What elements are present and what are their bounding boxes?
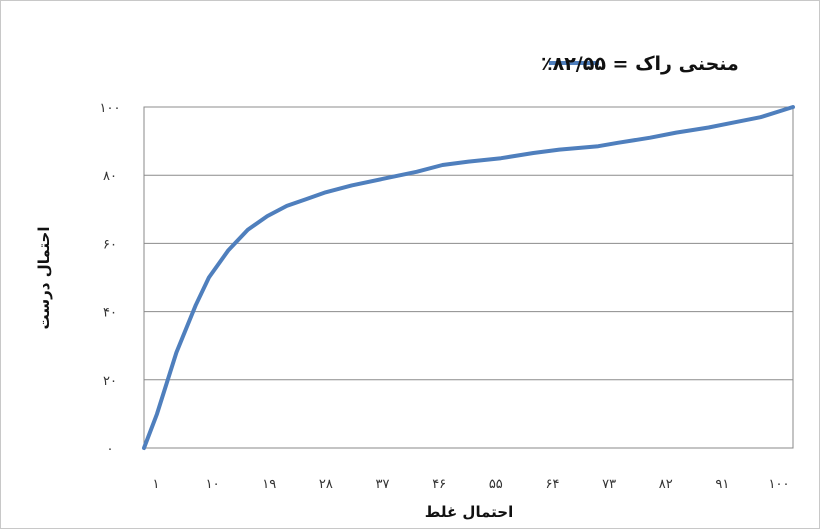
series-lines [142,105,795,450]
x-tick-labels: ۱ ۱۰ ۱۹ ۲۸ ۳۷ ۴۶ ۵۵ ۶۴ ۷۳ ۸۲ ۹۱ ۱۰۰ [153,477,790,492]
x-tick-label: ۷۳ [602,477,616,492]
y-tick-label: ۴۰ [103,306,117,321]
y-tick-labels: ۰ ۲۰ ۴۰ ۶۰ ۸۰ ۱۰۰ [100,101,121,457]
axes [143,107,793,449]
x-tick-label: ۲۸ [319,477,333,492]
x-tick-label: ۱۰۰ [769,477,790,492]
legend: منحنی راک = ۸۲/۵۵٪ [541,53,739,75]
series-line [142,105,795,450]
y-tick-label: ۰ [107,442,114,457]
y-tick-label: ۶۰ [103,237,117,252]
y-tick-label: ۱۰۰ [100,101,121,116]
plot-area [143,106,794,449]
y-tick-label: ۲۰ [103,374,117,389]
x-tick-label: ۴۶ [432,477,446,492]
x-tick-label: ۹۱ [715,477,729,492]
x-axis-title: احتمال غلط [425,503,513,521]
legend-label: منحنی راک = ۸۲/۵۵٪ [541,53,739,75]
plot-background [143,106,794,449]
y-axis-title: احتمال درست [35,227,53,330]
x-tick-label: ۳۷ [376,477,390,492]
x-tick-label: ۶۴ [545,477,559,492]
y-tick-label: ۸۰ [103,169,117,184]
x-tick-label: ۱ [153,477,160,492]
x-tick-label: ۱۹ [262,477,276,492]
x-tick-label: ۵۵ [489,477,503,492]
x-tick-label: ۱۰ [206,477,220,492]
x-tick-label: ۸۲ [659,477,673,492]
